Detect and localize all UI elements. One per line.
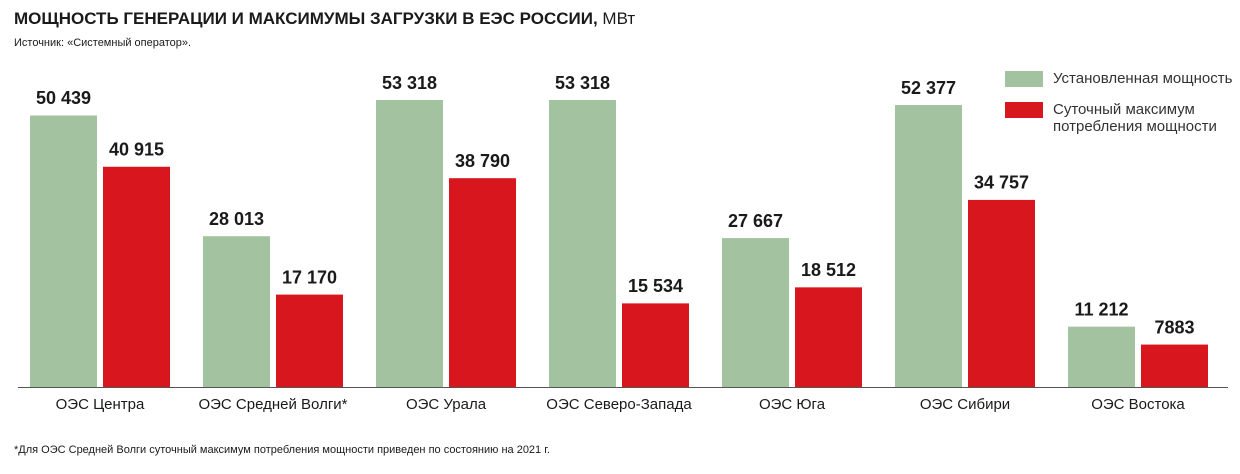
value-label: 53 318 (382, 73, 437, 93)
legend-label: Установленная мощность (1053, 70, 1233, 87)
value-label: 28 013 (209, 209, 264, 229)
bar (449, 178, 516, 387)
value-label: 53 318 (555, 73, 610, 93)
value-label: 50 439 (36, 88, 91, 108)
value-label: 34 757 (974, 173, 1029, 193)
title-text: МОЩНОСТЬ ГЕНЕРАЦИИ И МАКСИМУМЫ ЗАГРУЗКИ … (14, 9, 598, 28)
x-tick-label: ОЭС Юга (759, 396, 826, 413)
subtitle: Источник: «Системный оператор». (14, 37, 191, 49)
unit: МВт (602, 9, 635, 28)
x-tick-label: ОЭС Сибири (920, 396, 1010, 413)
footnote: *Для ОЭС Средней Волги суточный максимум… (14, 444, 550, 456)
value-label: 15 534 (628, 276, 683, 296)
value-label: 18 512 (801, 260, 856, 280)
legend-swatch (1005, 102, 1043, 118)
value-label: 52 377 (901, 78, 956, 98)
bar (622, 303, 689, 387)
bar (722, 238, 789, 387)
legend-item: Суточный максимум потребления мощности (1005, 101, 1235, 135)
bar (549, 100, 616, 387)
bar (1068, 326, 1135, 387)
x-tick-label: ОЭС Урала (406, 396, 487, 413)
bar (276, 294, 343, 387)
bar (895, 105, 962, 387)
value-label: 11 212 (1074, 299, 1128, 319)
bar (795, 287, 862, 387)
bar (968, 199, 1035, 387)
value-label: 17 170 (282, 267, 337, 287)
bar (376, 100, 443, 387)
legend-swatch (1005, 71, 1043, 87)
value-label: 38 790 (455, 151, 510, 171)
legend-label: Суточный максимум потребления мощности (1053, 101, 1217, 135)
bar (203, 236, 270, 387)
value-label: 40 915 (109, 140, 164, 160)
value-label: 7883 (1154, 317, 1194, 337)
bar (1141, 344, 1208, 387)
bar (30, 115, 97, 387)
legend-item: Установленная мощность (1005, 70, 1235, 87)
x-tick-label: ОЭС Центра (56, 396, 145, 413)
legend: Установленная мощность Суточный максимум … (1005, 70, 1235, 149)
value-label: 27 667 (728, 211, 783, 231)
x-tick-label: ОЭС Востока (1091, 396, 1185, 413)
chart-title: МОЩНОСТЬ ГЕНЕРАЦИИ И МАКСИМУМЫ ЗАГРУЗКИ … (14, 9, 635, 28)
bar (103, 166, 170, 387)
x-tick-label: ОЭС Северо-Запада (546, 396, 692, 413)
x-tick-label: ОЭС Средней Волги* (198, 396, 347, 413)
